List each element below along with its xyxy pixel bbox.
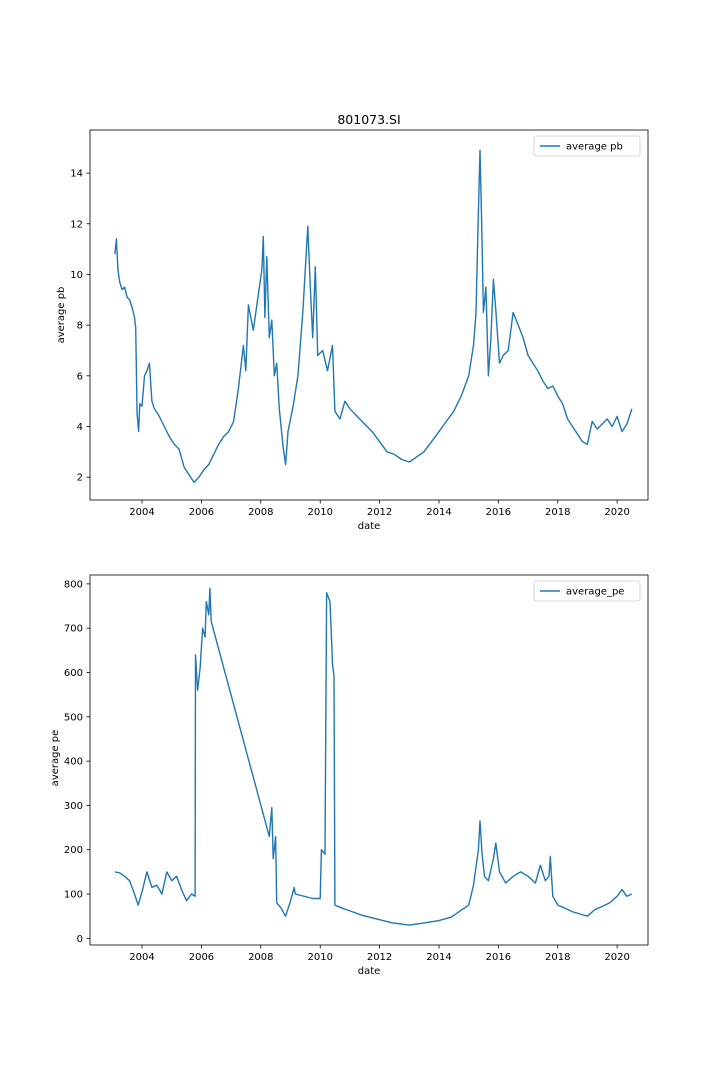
pe-x-tick-label: 2018 xyxy=(545,952,570,963)
pb-y-tick-label: 14 xyxy=(70,169,83,180)
pe-legend-box xyxy=(533,580,641,602)
pe-chart-panel: date average pe 2004 2006 2008 2010 2012 2014… xyxy=(50,574,649,977)
pb-x-tick-label: 2014 xyxy=(426,507,451,518)
pe-y-tick-label: 0 xyxy=(77,934,83,945)
pe-y-tick-label: 800 xyxy=(64,579,83,590)
pe-series-line xyxy=(114,587,633,926)
pe-axes-frame xyxy=(89,574,649,946)
pe-legend-label: average_pe xyxy=(566,587,624,598)
pe-y-tick-label: 100 xyxy=(64,890,83,901)
pb-x-tick-label: 2018 xyxy=(545,507,570,518)
pb-x-tick-label: 2006 xyxy=(189,507,214,518)
pe-x-tick-label: 2010 xyxy=(307,952,332,963)
pe-y-tick-label: 500 xyxy=(64,712,83,723)
pb-x-tick-label: 2008 xyxy=(248,507,273,518)
pb-y-tick-label: 2 xyxy=(77,473,83,484)
pe-y-tick-label: 200 xyxy=(64,845,83,856)
pb-legend-label: average pb xyxy=(566,142,623,153)
pb-x-axis-label: date xyxy=(358,521,381,532)
pb-y-tick-label: 8 xyxy=(77,321,83,332)
pb-x-tick-label: 2004 xyxy=(129,507,154,518)
pb-y-tick-label: 4 xyxy=(77,422,83,433)
pb-y-tick-label: 12 xyxy=(70,219,83,230)
pb-x-tick-label: 2016 xyxy=(486,507,511,518)
pe-y-tick-label: 600 xyxy=(64,668,83,679)
pb-series-line xyxy=(114,149,633,483)
pb-y-axis-label: average pb xyxy=(56,287,67,344)
pe-x-axis-label: date xyxy=(358,966,381,977)
pb-axes-frame xyxy=(89,129,649,501)
pb-chart-title: 801073.SI xyxy=(337,112,400,127)
pb-y-tick-label: 10 xyxy=(70,270,83,281)
pe-x-tick-label: 2012 xyxy=(367,952,392,963)
pb-chart-panel: 801073.SI date average pb 2004 2006 2008 20… xyxy=(56,112,649,532)
pb-x-tick-label: 2020 xyxy=(604,507,629,518)
pe-y-tick-label: 700 xyxy=(64,624,83,635)
pe-y-tick-label: 300 xyxy=(64,801,83,812)
pe-x-tick-label: 2006 xyxy=(189,952,214,963)
pe-y-tick-label: 400 xyxy=(64,757,83,768)
pe-x-tick-label: 2004 xyxy=(129,952,154,963)
pe-x-tick-label: 2020 xyxy=(604,952,629,963)
pe-x-tick-label: 2014 xyxy=(426,952,451,963)
pe-y-axis-label: average pe xyxy=(50,730,61,787)
pe-x-tick-label: 2008 xyxy=(248,952,273,963)
pb-x-tick-label: 2010 xyxy=(307,507,332,518)
pb-x-tick-label: 2012 xyxy=(367,507,392,518)
pb-legend-box xyxy=(533,135,641,157)
pb-y-tick-label: 6 xyxy=(77,371,83,382)
pe-x-tick-label: 2016 xyxy=(486,952,511,963)
